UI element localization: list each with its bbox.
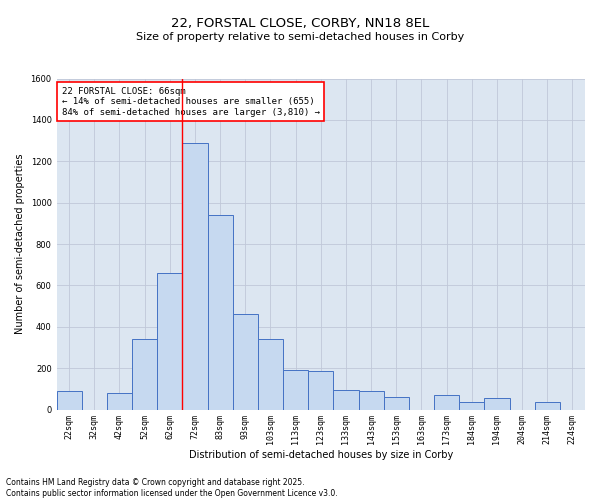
Text: Size of property relative to semi-detached houses in Corby: Size of property relative to semi-detach…	[136, 32, 464, 42]
Bar	[157, 273, 182, 409]
Text: Contains HM Land Registry data © Crown copyright and database right 2025.
Contai: Contains HM Land Registry data © Crown c…	[6, 478, 338, 498]
Bar	[182, 142, 208, 410]
Bar	[334, 390, 359, 409]
Bar	[208, 215, 233, 410]
Y-axis label: Number of semi-detached properties: Number of semi-detached properties	[15, 154, 25, 334]
Bar	[484, 398, 509, 409]
Bar	[459, 402, 484, 409]
Bar	[383, 397, 409, 409]
Bar	[283, 370, 308, 410]
Bar	[132, 339, 157, 409]
Text: 22 FORSTAL CLOSE: 66sqm
← 14% of semi-detached houses are smaller (655)
84% of s: 22 FORSTAL CLOSE: 66sqm ← 14% of semi-de…	[62, 87, 320, 117]
Bar	[434, 395, 459, 409]
Bar	[535, 402, 560, 409]
Bar	[107, 393, 132, 409]
Text: 22, FORSTAL CLOSE, CORBY, NN18 8EL: 22, FORSTAL CLOSE, CORBY, NN18 8EL	[171, 18, 429, 30]
Bar	[258, 339, 283, 409]
Bar	[56, 391, 82, 409]
Bar	[233, 314, 258, 410]
Bar	[308, 372, 334, 410]
X-axis label: Distribution of semi-detached houses by size in Corby: Distribution of semi-detached houses by …	[188, 450, 453, 460]
Bar	[359, 391, 383, 409]
